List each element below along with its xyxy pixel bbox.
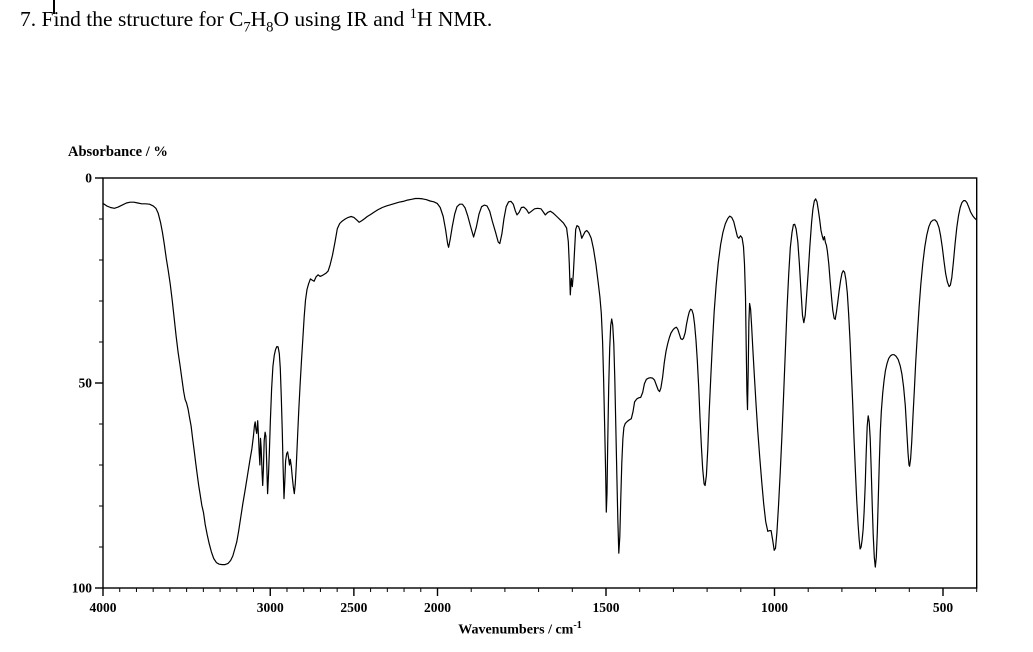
x-axis-title-text: Wavenumbers / cm <box>458 622 574 638</box>
nmr-superscript-1: 1 <box>409 6 417 22</box>
y-tick-label: 50 <box>79 376 93 391</box>
question-text: O using IR and <box>273 7 410 32</box>
y-tick-label: 0 <box>85 171 92 186</box>
x-tick-label: 1500 <box>593 600 620 615</box>
formula-subscript-7: 7 <box>243 19 251 36</box>
x-tick-label: 2500 <box>340 600 367 615</box>
question-title: 7. Find the structure for C7H8O using IR… <box>20 6 492 36</box>
question-text: H <box>250 7 267 32</box>
y-tick-label: 100 <box>72 581 93 596</box>
question-text: 7. Find the structure for C <box>20 7 244 32</box>
plot-border <box>102 177 978 589</box>
x-tick-label: 1000 <box>761 600 788 615</box>
formula-subscript-8: 8 <box>266 19 274 36</box>
x-tick-label: 500 <box>933 600 954 615</box>
x-tick-label: 4000 <box>90 600 117 615</box>
question-text: H NMR. <box>416 7 493 32</box>
x-axis-title-exponent: -1 <box>573 620 582 631</box>
y-axis-title: Absorbance / % <box>68 144 168 160</box>
text-cursor-mark <box>53 0 55 14</box>
x-axis-title: Wavenumbers / cm-1 <box>400 620 640 639</box>
ir-spectrum-curve <box>102 197 978 568</box>
x-tick-label: 3000 <box>257 600 284 615</box>
x-tick-label: 2000 <box>424 600 451 615</box>
